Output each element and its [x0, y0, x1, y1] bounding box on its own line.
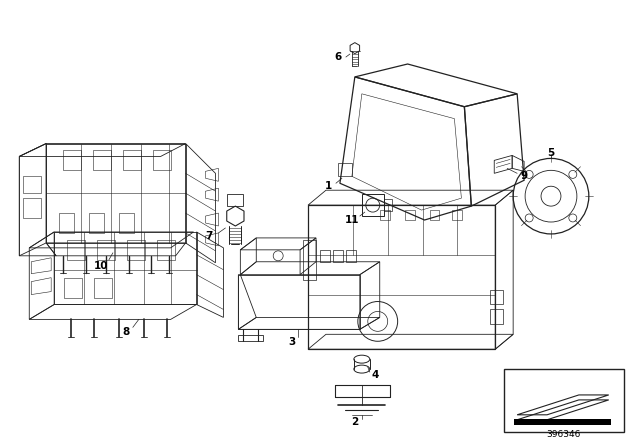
Text: 8: 8 — [122, 327, 129, 337]
Polygon shape — [514, 419, 611, 425]
Text: 10: 10 — [93, 261, 108, 271]
Text: 1: 1 — [324, 181, 332, 191]
Text: 5: 5 — [547, 148, 555, 159]
Ellipse shape — [354, 365, 370, 373]
Text: 11: 11 — [344, 215, 359, 225]
Text: 6: 6 — [334, 52, 342, 62]
Text: 9: 9 — [520, 171, 527, 181]
Text: 7: 7 — [205, 231, 212, 241]
Text: 2: 2 — [351, 417, 358, 427]
Text: 4: 4 — [371, 370, 378, 380]
Text: 3: 3 — [289, 337, 296, 347]
Text: 396346: 396346 — [547, 430, 581, 439]
